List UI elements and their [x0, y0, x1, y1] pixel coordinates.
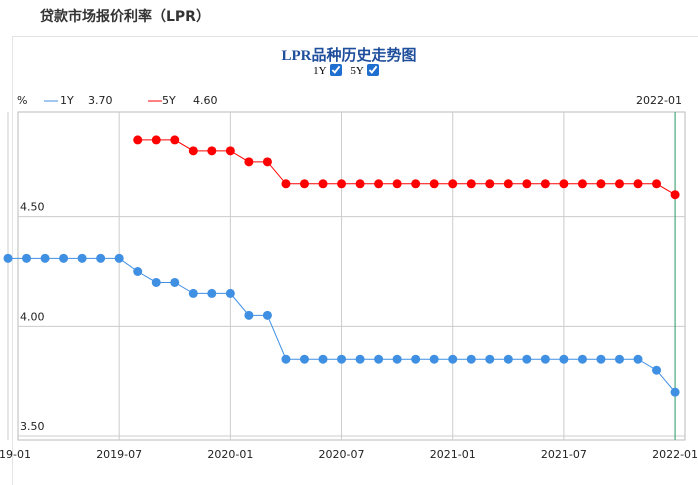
- data-point: [151, 135, 161, 145]
- data-point: [244, 157, 254, 167]
- data-point: [485, 179, 495, 189]
- data-point: [299, 179, 309, 189]
- data-point: [114, 253, 124, 263]
- data-point: [652, 365, 662, 375]
- data-point: [596, 354, 606, 364]
- data-point: [540, 179, 550, 189]
- data-point: [577, 179, 587, 189]
- data-point: [151, 277, 161, 287]
- data-point: [318, 179, 328, 189]
- data-point: [59, 253, 69, 263]
- data-point: [522, 354, 532, 364]
- data-point: [337, 179, 347, 189]
- y-tick-label: 4.00: [20, 310, 45, 323]
- data-point: [188, 288, 198, 298]
- chart-title: LPR品种历史走势图: [281, 48, 417, 64]
- toggle-1y[interactable]: [329, 64, 342, 76]
- toggle-label: 5Y: [350, 65, 364, 77]
- data-point: [374, 179, 384, 189]
- data-point: [207, 288, 217, 298]
- data-point: [540, 354, 550, 364]
- hover-value: 4.60: [193, 94, 218, 107]
- data-point: [355, 179, 365, 189]
- chart-panel: [12, 36, 698, 485]
- data-point: [225, 146, 235, 156]
- data-point: [188, 146, 198, 156]
- x-tick-label: 2020-01: [207, 448, 253, 461]
- data-point: [299, 354, 309, 364]
- y-tick-label: 3.50: [20, 420, 45, 433]
- data-point: [522, 179, 532, 189]
- data-point: [466, 354, 476, 364]
- data-point: [670, 190, 680, 200]
- data-point: [281, 179, 291, 189]
- hover-date: 2022-01: [636, 94, 682, 107]
- series-line: [137, 139, 676, 196]
- data-point: [614, 179, 624, 189]
- data-point: [96, 253, 106, 263]
- data-point: [429, 354, 439, 364]
- legend-label: 1Y: [60, 94, 74, 107]
- data-point: [40, 253, 50, 263]
- y-unit: %: [17, 94, 27, 107]
- x-tick-label: 2021-07: [541, 448, 587, 461]
- hover-value: 3.70: [88, 94, 113, 107]
- legend-label: 5Y: [162, 94, 176, 107]
- data-point: [3, 253, 13, 263]
- data-point: [133, 267, 143, 276]
- data-point: [670, 387, 680, 397]
- x-tick-label: 2019-01: [0, 448, 31, 461]
- data-point: [411, 179, 421, 189]
- data-point: [485, 354, 495, 364]
- data-point: [448, 179, 458, 189]
- data-point: [207, 146, 217, 156]
- data-point: [503, 179, 513, 189]
- data-point: [466, 179, 476, 189]
- x-tick-label: 2021-01: [430, 448, 476, 461]
- data-point: [392, 179, 402, 189]
- data-point: [633, 354, 643, 364]
- x-tick-label: 2020-07: [319, 448, 365, 461]
- y-tick-label: 4.50: [20, 201, 45, 214]
- toggle-5y[interactable]: [366, 64, 379, 76]
- data-point: [318, 354, 328, 364]
- data-point: [596, 179, 606, 189]
- data-point: [262, 310, 272, 320]
- series-toggles: 1Y 5Y: [0, 64, 698, 77]
- data-point: [503, 354, 513, 364]
- data-point: [392, 354, 402, 364]
- data-point: [244, 310, 254, 320]
- x-tick-label: 2022-01: [652, 448, 698, 461]
- data-point: [633, 179, 643, 189]
- data-point: [281, 354, 291, 364]
- data-point: [170, 277, 180, 287]
- data-point: [225, 288, 235, 298]
- data-point: [411, 354, 421, 364]
- data-point: [559, 354, 569, 364]
- page-title: 贷款市场报价利率（LPR）: [40, 9, 210, 25]
- x-tick-label: 2019-07: [96, 448, 142, 461]
- data-point: [133, 135, 143, 145]
- data-point: [448, 354, 458, 364]
- data-point: [337, 354, 347, 364]
- data-point: [614, 354, 624, 364]
- data-point: [429, 179, 439, 189]
- data-point: [262, 157, 272, 167]
- data-point: [77, 253, 87, 263]
- data-point: [170, 135, 180, 145]
- data-point: [355, 354, 365, 364]
- data-point: [559, 179, 569, 189]
- data-point: [22, 253, 32, 263]
- plot-frame: [17, 111, 686, 441]
- toggle-label: 1Y: [313, 65, 327, 77]
- data-point: [374, 354, 384, 364]
- data-point: [577, 354, 587, 364]
- data-point: [652, 179, 662, 189]
